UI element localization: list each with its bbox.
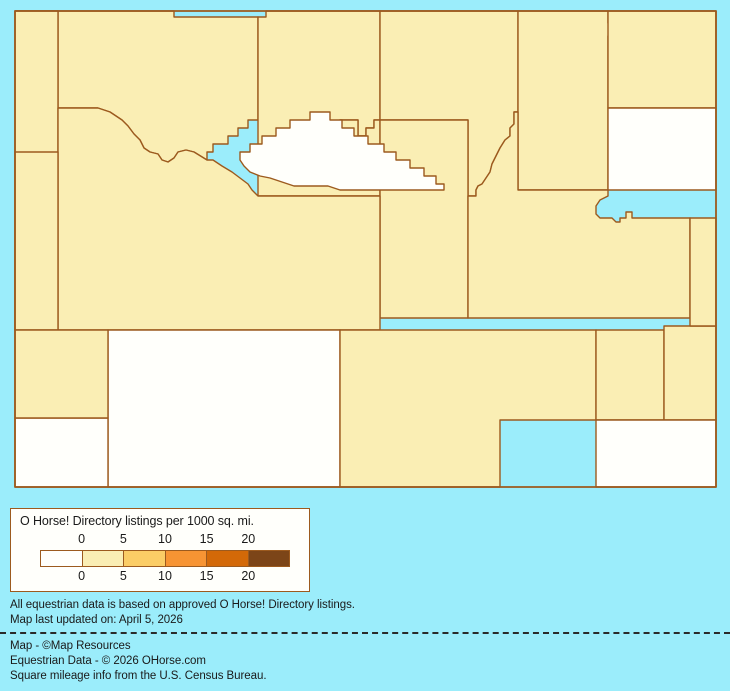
legend-tick-bottom-0: 0	[78, 569, 86, 583]
footnote-last-updated: Map last updated on: April 5, 2026	[10, 614, 183, 626]
county-goshen[interactable]	[663, 325, 717, 421]
county-laramie[interactable]	[595, 419, 717, 488]
map-legend: O Horse! Directory listings per 1000 sq.…	[10, 508, 310, 592]
legend-tick-top-3: 15	[199, 532, 214, 546]
legend-tick-bottom-3: 15	[199, 569, 214, 583]
credit-census-bureau: Square mileage info from the U.S. Census…	[10, 670, 267, 682]
county-uinta[interactable]	[14, 417, 109, 488]
legend-tick-bottom-2: 10	[158, 569, 172, 583]
footnote-data-source: All equestrian data is based on approved…	[10, 599, 355, 611]
legend-tick-top-2: 10	[158, 532, 172, 546]
county-hot-springs[interactable]	[239, 111, 445, 191]
legend-tick-bottom-1: 5	[119, 569, 127, 583]
footer-divider	[0, 632, 730, 634]
legend-tick-top-4: 20	[241, 532, 256, 546]
county-natrona[interactable]	[467, 111, 691, 319]
county-sweetwater[interactable]	[107, 329, 341, 488]
legend-swatch-4[interactable]	[207, 551, 249, 566]
map-footer: All equestrian data is based on approved…	[0, 598, 730, 684]
legend-ticks-bottom: 0 5 10 15 20	[40, 569, 290, 585]
county-lincoln[interactable]	[14, 329, 109, 419]
county-weston[interactable]	[607, 107, 717, 191]
county-albany[interactable]	[595, 329, 665, 421]
county-johnson[interactable]	[379, 119, 469, 319]
county-converse[interactable]	[689, 217, 717, 327]
legend-tick-top-1: 5	[119, 532, 127, 546]
legend-tick-bottom-4: 20	[241, 569, 256, 583]
choropleth-map[interactable]	[0, 0, 730, 500]
legend-swatch-0[interactable]	[41, 551, 83, 566]
legend-swatch-1[interactable]	[82, 551, 124, 566]
county-crook[interactable]	[607, 10, 717, 109]
legend-tick-top-0: 0	[78, 532, 86, 546]
county-carbon[interactable]	[339, 329, 597, 488]
legend-swatch-5[interactable]	[248, 551, 289, 566]
county-campbell[interactable]	[517, 10, 613, 191]
credit-equestrian-data: Equestrian Data - © 2026 OHorse.com	[10, 655, 206, 667]
county-sublette[interactable]	[14, 151, 59, 331]
state-outline	[14, 10, 717, 488]
legend-swatch-3[interactable]	[165, 551, 207, 566]
legend-color-bar[interactable]	[40, 550, 290, 567]
legend-title: O Horse! Directory listings per 1000 sq.…	[20, 514, 254, 528]
credit-map-resources: Map - ©Map Resources	[10, 640, 131, 652]
legend-ticks-top: 0 5 10 15 20	[40, 532, 290, 548]
footer-credits: Map - ©Map Resources Equestrian Data - ©…	[0, 638, 730, 684]
wyoming-map-svg[interactable]	[0, 0, 730, 500]
legend-swatch-2[interactable]	[124, 551, 166, 566]
